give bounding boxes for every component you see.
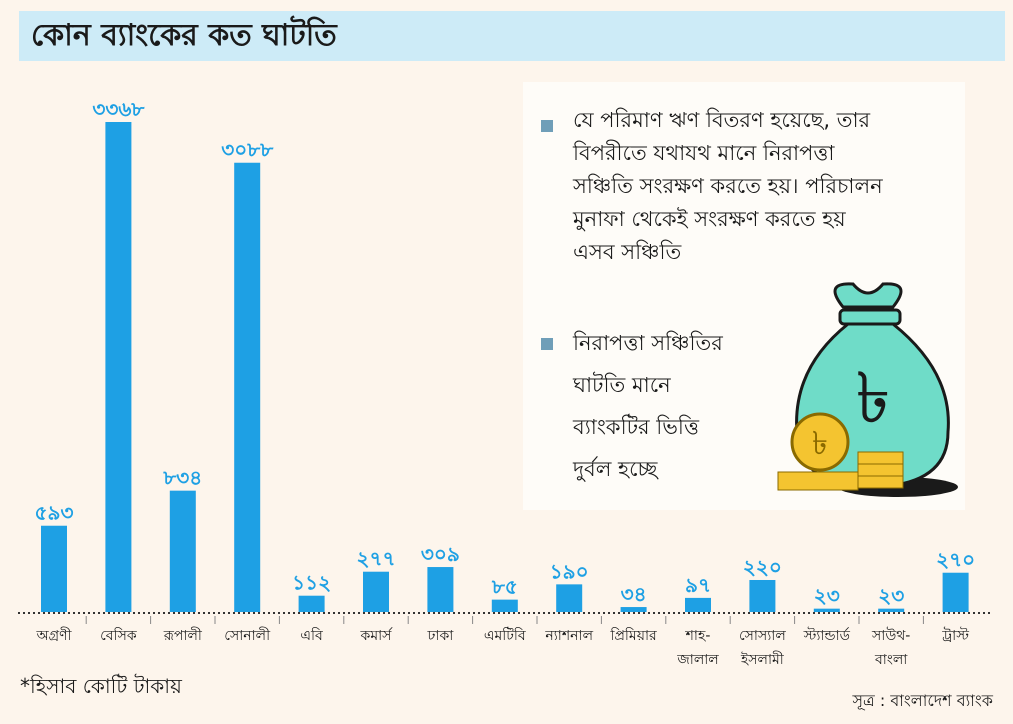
note-line: সঞ্চিতি সংরক্ষণ করতে হয়। পরিচালন (573, 174, 883, 198)
category-label: জালাল (676, 652, 719, 668)
category-label: প্রিমিয়ার (609, 627, 657, 644)
note-line: মুনাফা থেকেই সংরক্ষণ করতে হয় (573, 207, 846, 231)
bar-value-label: ২৩ (878, 584, 904, 608)
category-label: বাংলা (874, 652, 908, 668)
category-label: এমটিবি (484, 627, 526, 644)
bar-value-label: ২২০ (743, 555, 782, 579)
note-line: ব্যাংকটির ভিত্তি (573, 415, 699, 439)
category-label: ন্যাশনাল (544, 628, 593, 644)
category-label: ট্রাস্ট (941, 627, 969, 644)
note-line: দুর্বল হচ্ছে (573, 457, 658, 481)
bar-value-label: ৮৫ (491, 575, 518, 599)
chart-title: কোন ব্যাংকের কত ঘাটতি (31, 18, 337, 53)
note-line: যে পরিমাণ ঋণ বিতরণ হয়েছে, তার (573, 108, 871, 132)
bar-value-label: ৯৭ (685, 573, 711, 597)
bar (813, 608, 840, 612)
bar (749, 579, 776, 612)
category-label: স্ট্যান্ডার্ড (803, 627, 851, 644)
category-label: সোস্যাল (739, 628, 786, 644)
category-label: শাহ- (685, 628, 711, 644)
category-label: সাউথ- (871, 627, 910, 644)
category-label: সোনালী (224, 627, 271, 644)
category-label: রূপালী (163, 627, 203, 644)
bar (942, 572, 969, 612)
note-line: বিপরীতে যথাযথ মানে নিরাপত্তা (573, 141, 835, 165)
bar-value-label: ৮৩৪ (162, 466, 202, 490)
footnote: *হিসাব কোটি টাকায় (20, 674, 182, 698)
money-bag-icon: ৳ ৳ (777, 282, 958, 497)
category-label: অগ্রণী (35, 627, 72, 644)
bar (556, 584, 583, 612)
info-box: যে পরিমাণ ঋণ বিতরণ হয়েছে, তার বিপরীতে য… (523, 82, 965, 510)
bar (363, 571, 389, 612)
bar (234, 162, 261, 613)
bar (491, 599, 518, 612)
note-2: নিরাপত্তা সঞ্চিতির ঘাটতি মানে ব্যাংকটির … (573, 322, 723, 490)
bar-value-label: ৩০৯ (421, 542, 460, 566)
bar (105, 122, 132, 612)
note-line: ঘাটতি মানে (573, 373, 671, 397)
taka-symbol: ৳ (856, 357, 891, 439)
bar-value-label: ২৭৭ (356, 547, 395, 571)
svg-text:৳: ৳ (812, 424, 828, 462)
bar-value-label: ২৭০ (936, 548, 975, 572)
category-label: এবি (300, 627, 323, 644)
bullet-icon (541, 338, 553, 350)
bar (298, 595, 325, 612)
bar (169, 490, 196, 612)
bar (41, 525, 67, 612)
bar-value-label: ৫৯৩ (35, 501, 74, 525)
bar-value-label: ২৩ (814, 584, 840, 608)
note-line: নিরাপত্তা সঞ্চিতির (573, 331, 723, 355)
bar-value-label: ১১২ (292, 571, 331, 595)
bar-value-label: ৩০৮৮ (221, 138, 274, 162)
category-label: ঢাকা (426, 628, 454, 644)
bullet-icon (541, 120, 553, 132)
source: সূত্র : বাংলাদেশ ব্যাংক (852, 691, 993, 710)
bar-value-label: ১৯০ (550, 559, 589, 583)
bar (620, 607, 647, 612)
category-label: কমার্স (360, 627, 394, 644)
bar (427, 567, 454, 612)
bar (685, 597, 711, 612)
note-line: এসব সঞ্চিতি (573, 240, 682, 264)
category-label: বেসিক (100, 627, 137, 644)
note-1: যে পরিমাণ ঋণ বিতরণ হয়েছে, তার বিপরীতে য… (573, 104, 883, 269)
category-label: ইসলামী (740, 651, 785, 668)
bar-value-label: ৩৪ (621, 582, 647, 606)
title-bar: কোন ব্যাংকের কত ঘাটতি (19, 11, 1005, 61)
bar (878, 608, 905, 612)
bar-value-label: ৩৩৬৮ (92, 97, 145, 121)
